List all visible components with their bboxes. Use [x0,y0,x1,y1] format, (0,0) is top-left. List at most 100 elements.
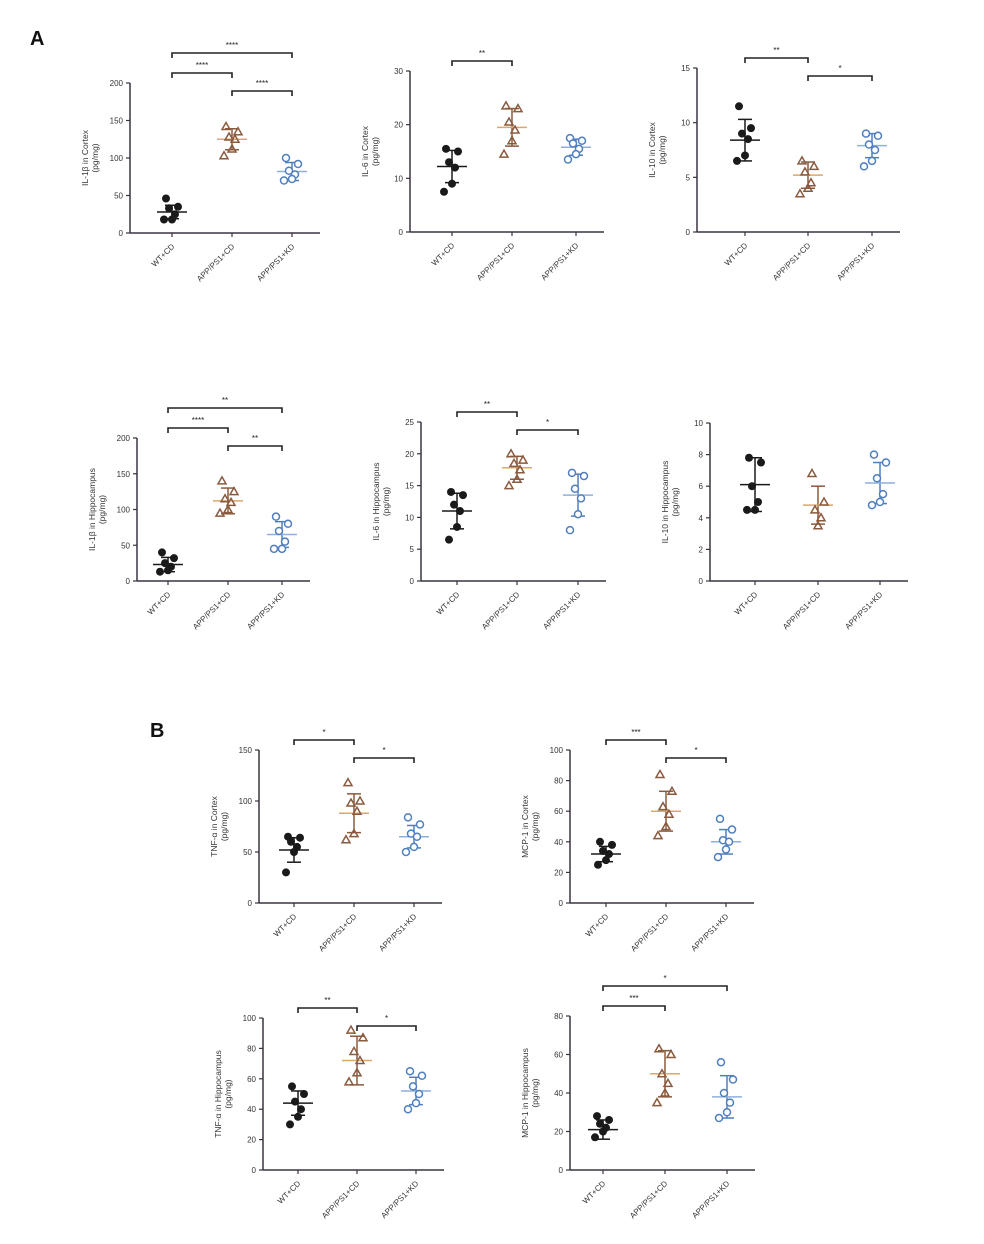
significance-bracket [602,985,728,991]
y-tick-label: 6 [699,482,704,491]
significance-label: **** [256,79,268,88]
y-tick-label: 40 [554,838,563,847]
data-point [605,1115,613,1124]
chart-panel-7: 0 50 100 150 TNF-α in Cortex (pg/mg) WT+CD APP/… [209,728,442,953]
significance-bracket [456,411,518,417]
data-point [741,151,749,160]
data-point [343,1076,355,1086]
significance-label: ** [324,996,330,1005]
data-point [571,149,581,159]
data-point [878,489,888,499]
x-tick-label: APP/PS1+CD [771,241,813,283]
y-axis-label: (pg/mg) [530,812,540,841]
chart-panel-5: 0 5 10 15 20 25 IL-6 in Hippocampus (pg/mg) WT+C… [371,400,606,631]
y-tick-label: 50 [121,541,130,550]
data-point [351,1067,363,1077]
y-tick-label: 100 [110,154,124,163]
significance-bracket [451,60,513,66]
data-point [269,544,279,554]
data-point [657,801,669,811]
data-point [351,805,363,815]
data-point [873,131,883,141]
data-point [802,182,814,193]
x-tick-label: APP/PS1+CD [628,1179,670,1221]
data-point [283,519,293,529]
chart-panel-6: 0 2 4 6 8 10 IL-10 in Hippocampus (pg/mg) WT+CD A… [660,419,908,631]
significance-label: **** [196,61,208,70]
y-tick-label: 5 [686,173,691,182]
data-point [599,846,607,855]
data-point [608,840,616,849]
y-axis-label: (pg/mg) [670,487,680,516]
data-point [459,491,467,500]
data-point [453,522,461,531]
y-tick-label: 20 [405,450,414,459]
y-axis-label: (pg/mg) [90,143,100,172]
significance-bracket [602,1005,666,1011]
data-point [568,139,578,148]
data-point [809,504,821,514]
y-tick-label: 15 [405,482,414,491]
panel-label-a: A [30,28,45,50]
x-tick-label: APP/PS1+CD [629,912,671,954]
data-point [508,457,520,468]
chart-panel-8: 0 20 40 60 80 100 MCP-1 in Cortex (pg/mg) WT+CD A… [520,728,754,953]
y-axis-label: IL-10 in Cortex [647,121,657,177]
data-point [291,1097,299,1106]
data-point [454,147,462,156]
data-point [599,1127,607,1136]
data-point [218,150,230,160]
y-tick-label: 80 [554,1012,563,1021]
y-tick-label: 2 [699,545,704,554]
data-point [745,453,753,462]
x-tick-label: WT+CD [581,1179,608,1206]
data-point [500,100,512,110]
data-point [713,852,723,862]
x-tick-label: WT+CD [430,241,457,268]
x-tick-label: APP/PS1+KD [541,590,582,631]
data-point [403,813,413,822]
data-point [277,544,287,554]
y-axis-label: TNF-α in Hippocampus [213,1050,223,1138]
data-point [794,188,806,198]
data-point [725,1098,735,1107]
data-point [796,155,808,165]
data-point [653,1043,665,1053]
y-tick-label: 200 [117,434,131,443]
y-axis-label: IL-1β in Cortex [80,129,90,186]
y-tick-label: 20 [554,1128,563,1137]
x-tick-label: APP/PS1+CD [781,590,823,632]
data-point [348,1045,360,1056]
x-tick-label: APP/PS1+KD [689,912,730,953]
data-point [287,174,297,184]
data-point [161,559,169,568]
y-tick-label: 10 [681,119,690,128]
data-point [754,498,762,506]
data-point [345,797,357,807]
data-point [591,1133,599,1142]
data-point [656,1068,668,1078]
data-point [806,468,818,478]
data-point [727,825,737,834]
data-point [799,166,811,176]
data-point [881,458,891,467]
data-point [721,845,731,854]
significance-bracket [744,57,809,63]
x-tick-label: APP/PS1+KD [690,1179,731,1220]
y-tick-label: 4 [699,514,704,523]
data-point [747,124,755,133]
x-tick-label: WT+CD [723,241,750,268]
significance-label: * [546,418,549,427]
y-tick-label: 80 [247,1044,256,1053]
x-tick-label: APP/PS1+CD [195,242,237,284]
data-point [724,837,734,847]
x-tick-label: WT+CD [150,242,177,269]
y-tick-label: 60 [554,1051,563,1060]
data-point [229,133,241,143]
data-point [170,554,178,563]
data-point [440,187,448,196]
chart-panel-9: 0 20 40 60 80 100 TNF-α in Hippocampus (pg/mg) W… [213,996,444,1220]
data-point [506,135,518,145]
data-point [867,156,877,166]
y-tick-label: 150 [239,746,253,755]
